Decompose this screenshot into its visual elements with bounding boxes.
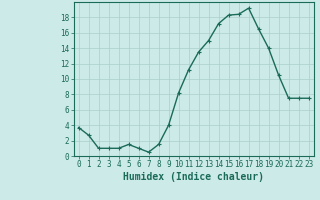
X-axis label: Humidex (Indice chaleur): Humidex (Indice chaleur)	[123, 172, 264, 182]
